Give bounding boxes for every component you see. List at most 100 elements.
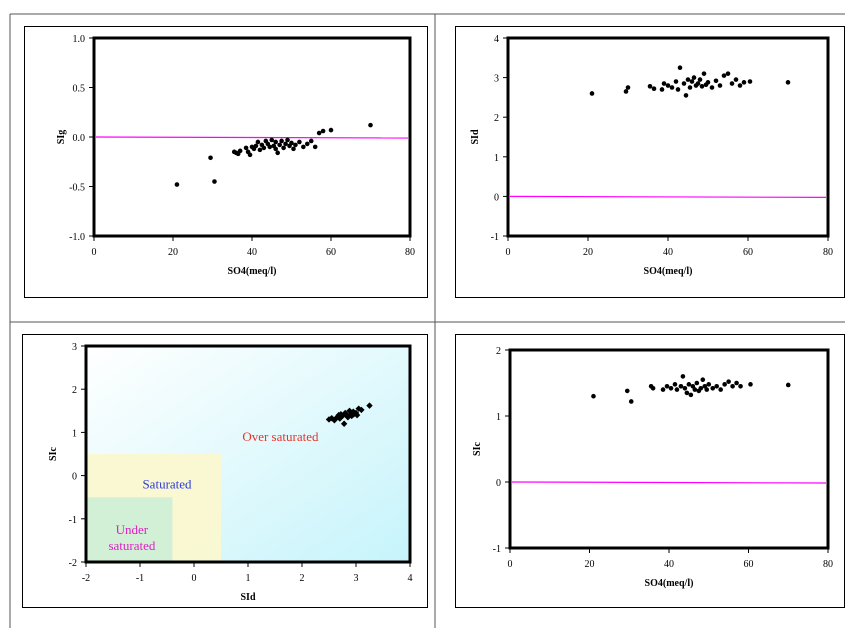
data-point [697, 77, 703, 82]
x-tick-label: 40 [663, 247, 673, 258]
x-tick-label: 0 [506, 247, 511, 258]
data-point [253, 143, 259, 149]
data-point [689, 79, 695, 84]
data-point [747, 79, 753, 84]
zone-label-saturated: Saturated [142, 477, 192, 492]
data-point [734, 380, 739, 386]
y-tick-label: 1.0 [73, 34, 86, 45]
data-point [692, 387, 698, 392]
under-saturated-zone [86, 497, 173, 562]
x-tick-label: 60 [326, 247, 336, 258]
data-point [738, 384, 743, 389]
data-point [348, 412, 355, 420]
data-point [269, 137, 275, 143]
data-point [686, 382, 692, 387]
data-point [687, 85, 693, 90]
data-point [677, 65, 683, 70]
data-point [737, 83, 743, 88]
zone-label-under-saturated-line1: Under [116, 522, 149, 537]
data-point [625, 85, 631, 90]
data-point [681, 81, 687, 86]
data-point [713, 78, 719, 84]
data-point [748, 382, 753, 387]
data-point [651, 86, 657, 91]
data-point [730, 384, 735, 389]
data-point [368, 122, 373, 128]
data-point [721, 73, 727, 78]
zone-label-over-saturated: Over saturated [242, 429, 319, 444]
data-point [785, 80, 791, 85]
data-point [672, 382, 678, 387]
chart-frame [24, 26, 428, 298]
data-point [665, 83, 671, 88]
data-point [212, 179, 217, 184]
data-point [725, 71, 731, 76]
data-point [281, 145, 286, 151]
y-tick-label: 0 [72, 472, 77, 483]
x-axis-label: SO4(meq/l) [645, 578, 694, 589]
data-point [243, 145, 249, 151]
data-point [701, 71, 707, 76]
data-point [704, 387, 710, 392]
y-axis-label: SIg [56, 130, 67, 144]
x-tick-label: 80 [823, 247, 833, 258]
data-point [705, 80, 711, 85]
data-point [659, 87, 665, 92]
data-point [208, 155, 213, 161]
data-point [305, 141, 310, 147]
data-point [673, 79, 679, 84]
x-axis-label: SId [240, 592, 255, 603]
x-tick-label: 60 [744, 559, 754, 570]
x-tick-label: 0 [92, 247, 97, 258]
data-point [733, 77, 739, 82]
data-point [647, 84, 653, 89]
data-point [660, 387, 666, 392]
x-tick-label: 0 [508, 559, 513, 570]
data-point [352, 409, 360, 417]
y-tick-label: -1.0 [69, 232, 85, 243]
data-point [308, 138, 314, 144]
data-point [623, 89, 629, 94]
data-point [695, 81, 701, 86]
x-tick-label: 80 [405, 247, 415, 258]
chart-sig-vs-so4: -1.0 -0.5 0.0 0.5 1.0 0 20 40 60 80 SO4(meq/l) SIg [24, 26, 428, 298]
data-point [328, 414, 335, 422]
data-point [675, 87, 681, 92]
data-point [741, 80, 747, 85]
data-point [289, 140, 294, 146]
data-point [320, 128, 326, 134]
data-point [591, 393, 596, 399]
data-point [709, 85, 715, 90]
data-point [717, 83, 723, 88]
data-point [589, 91, 595, 96]
data-point [293, 142, 298, 148]
data-point [628, 399, 634, 404]
data-point [699, 84, 705, 89]
data-point [680, 374, 686, 379]
y-tick-label: 1 [494, 153, 499, 164]
data-point [685, 77, 691, 82]
x-axis-label: SO4(meq/l) [644, 266, 693, 277]
y-axis-label: SId [470, 129, 481, 144]
data-point [267, 144, 273, 150]
x-tick-label: 1 [246, 573, 251, 584]
data-point [714, 384, 719, 389]
zone-label-under-saturated-line2: saturated [108, 538, 155, 553]
y-tick-label: 1 [496, 412, 501, 423]
data-point [273, 146, 278, 152]
data-point [650, 385, 656, 391]
data-point [661, 81, 667, 86]
chart-frame [455, 334, 845, 608]
x-tick-label: 20 [583, 247, 593, 258]
data-point [674, 387, 680, 392]
data-point [297, 139, 302, 145]
data-point [694, 380, 700, 386]
data-point [277, 142, 282, 148]
x-tick-label: 0 [192, 573, 197, 584]
data-point [729, 81, 735, 86]
y-axis-label: SIc [472, 442, 483, 456]
y-axis-label: SIc [48, 447, 59, 461]
data-point [683, 93, 689, 98]
